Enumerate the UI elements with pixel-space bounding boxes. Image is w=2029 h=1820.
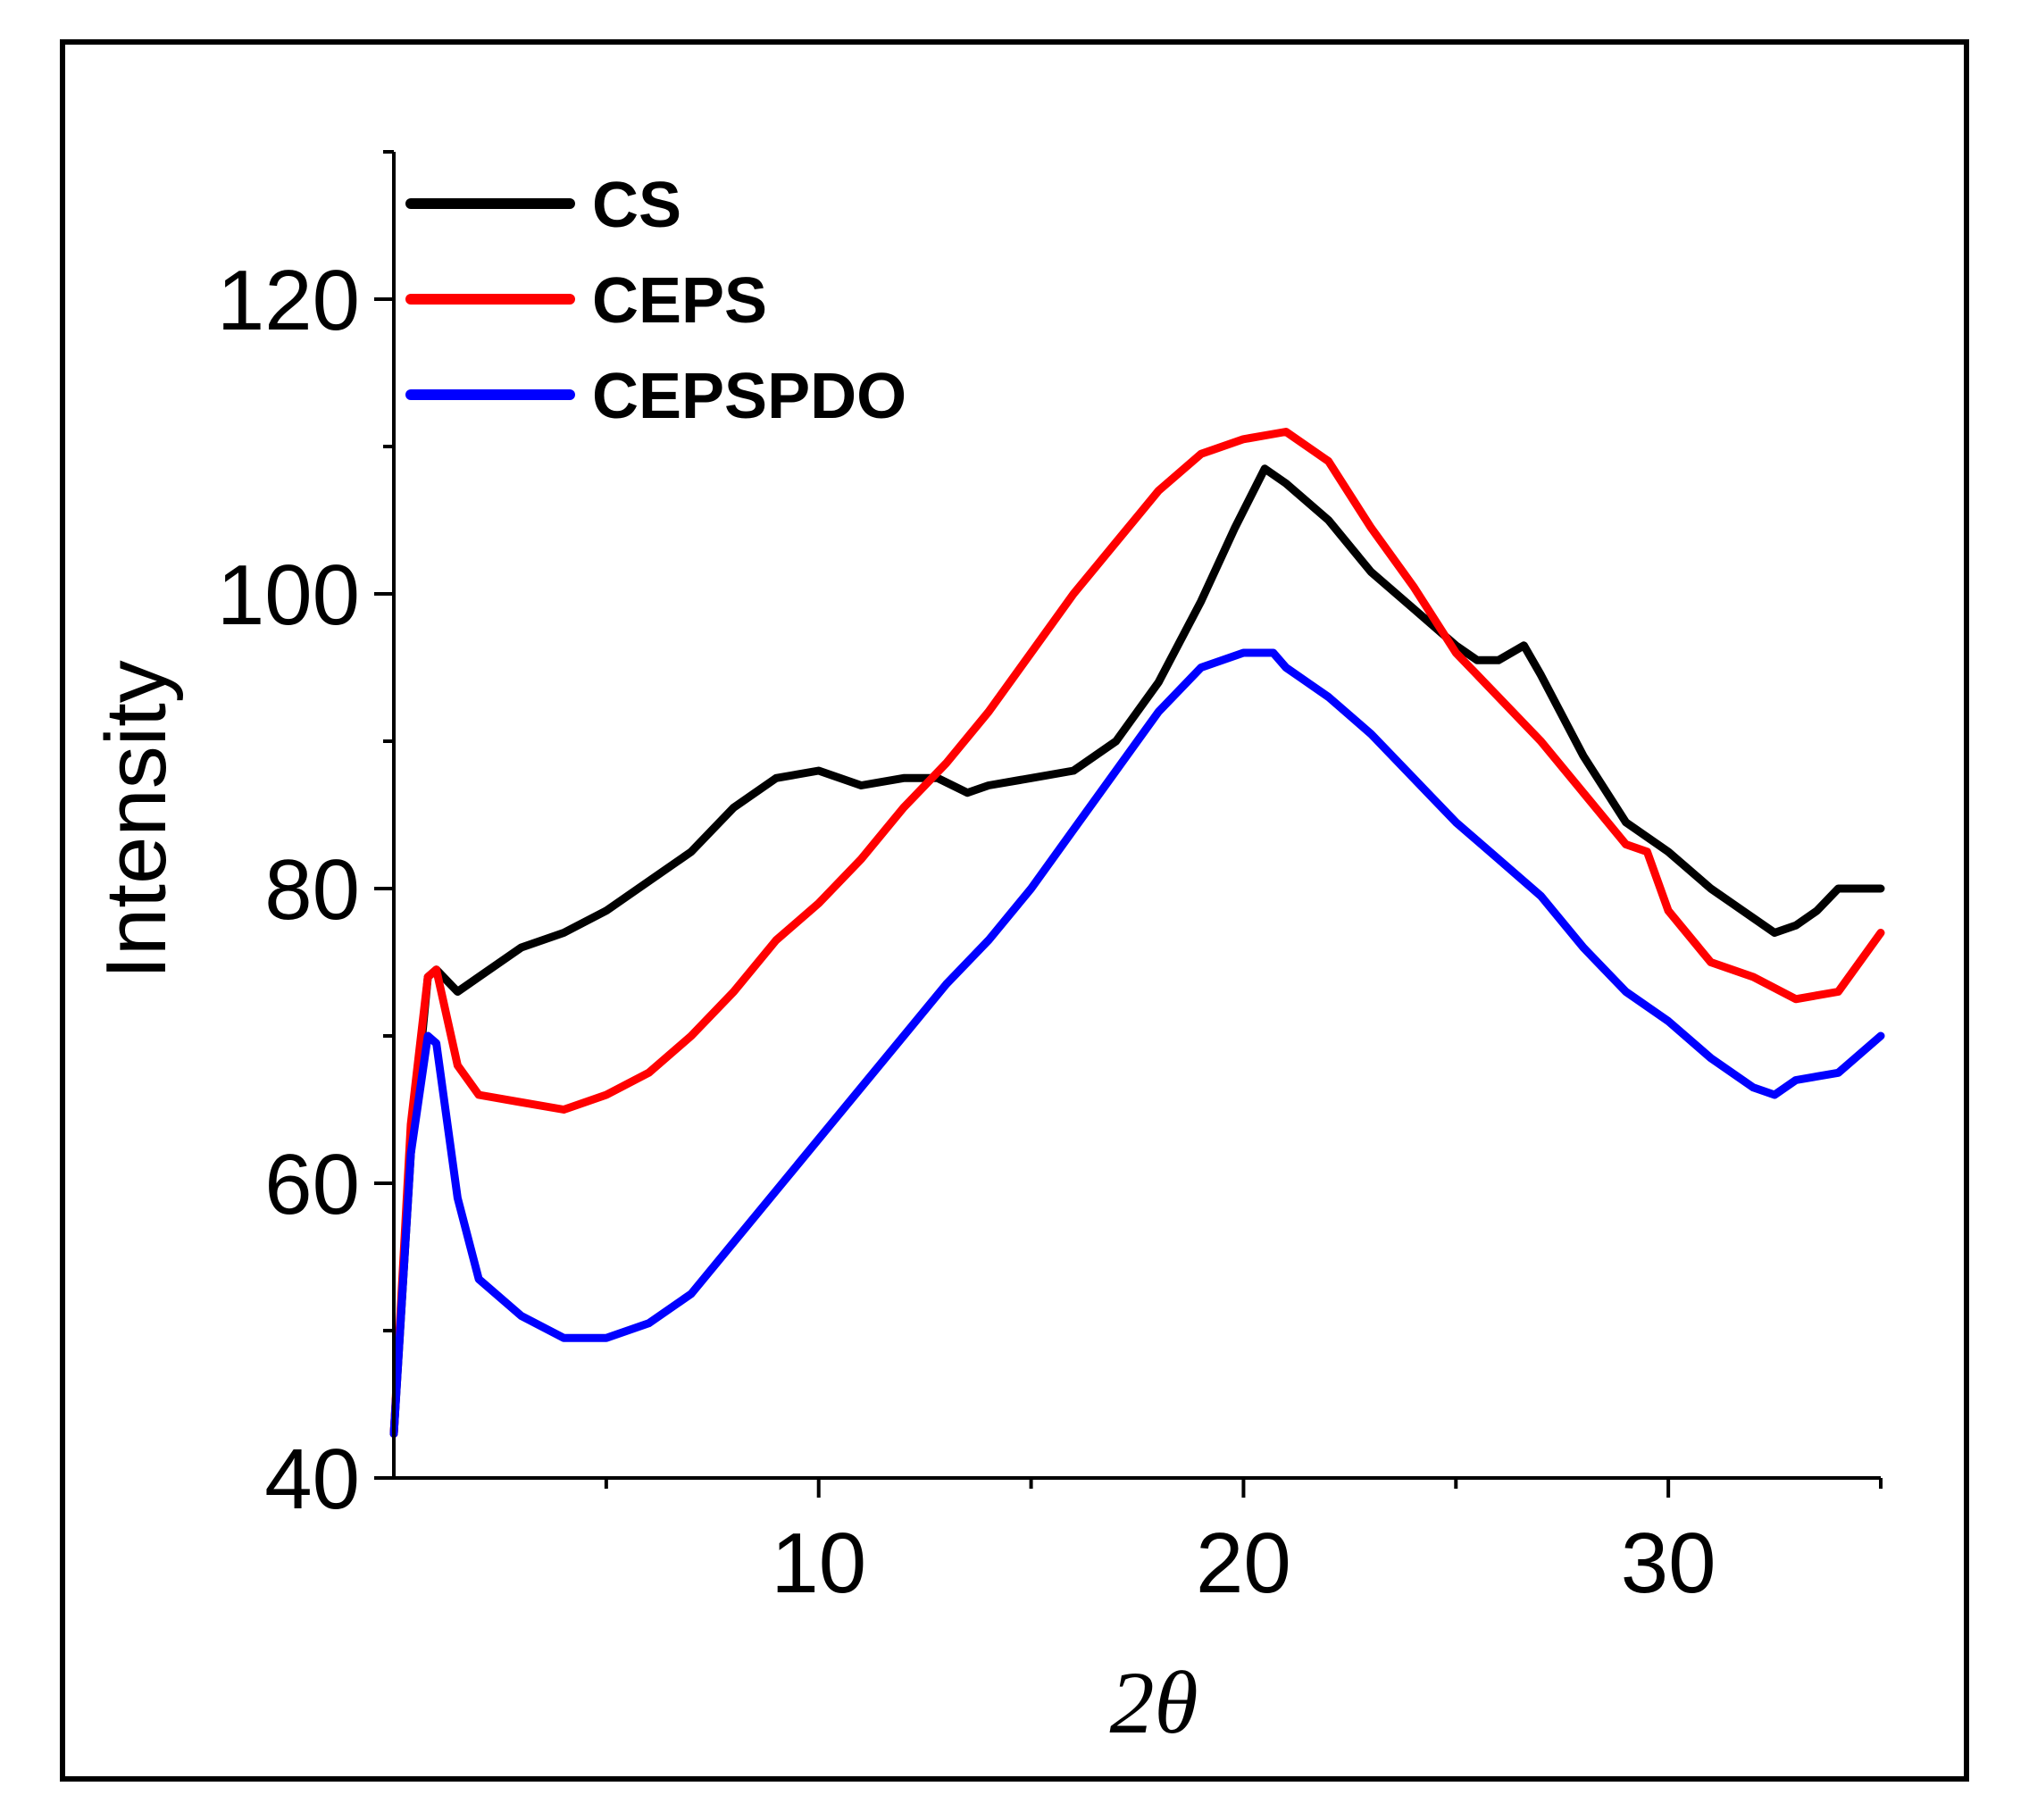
x-tick-label: 30	[1621, 1515, 1716, 1611]
series-line-cs	[389, 464, 1885, 1438]
x-axis-title: 2θ	[1109, 1653, 1198, 1752]
y-axis-title: Intensity	[88, 660, 184, 980]
legend-label-cepspdo: CEPSPDO	[592, 361, 906, 432]
legend-label-cs: CS	[592, 170, 681, 241]
y-tick-label: 60	[264, 1137, 360, 1232]
legend: CS CEPS CEPSPDO	[405, 170, 906, 432]
series-line-cepspdo	[389, 648, 1885, 1438]
y-tick-label: 40	[264, 1432, 360, 1527]
x-tick-label: 20	[1196, 1515, 1291, 1611]
axes: 40 60 80 100 120 10 20 30	[217, 150, 1883, 1611]
y-tick-label: 100	[217, 547, 360, 643]
y-tick-label: 80	[264, 842, 360, 938]
plot-area	[389, 428, 1885, 1438]
series-line-ceps	[389, 428, 1885, 1438]
legend-label-ceps: CEPS	[592, 265, 767, 337]
x-tick-label: 10	[771, 1515, 866, 1611]
y-tick-label: 120	[217, 253, 360, 348]
